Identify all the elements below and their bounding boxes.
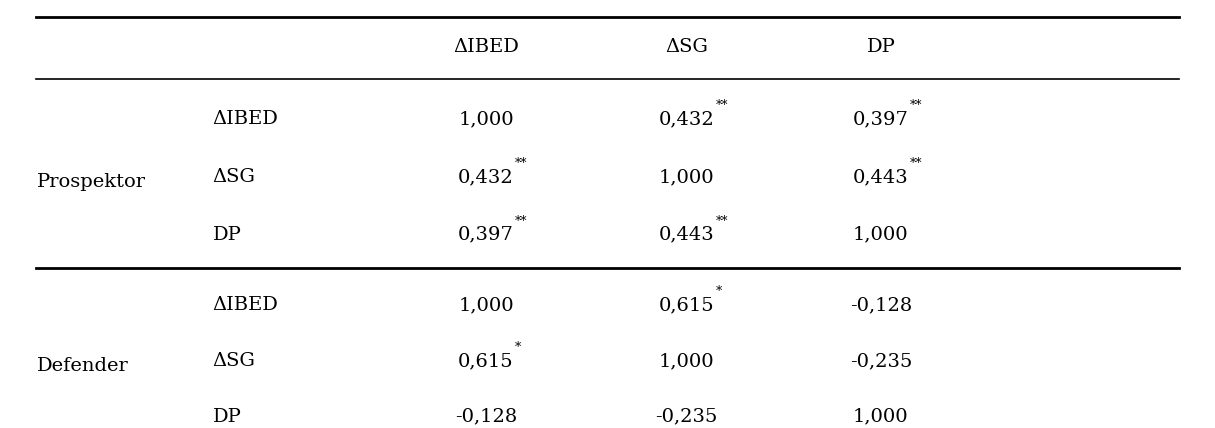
Text: ΔSG: ΔSG <box>213 352 255 370</box>
Text: 1,000: 1,000 <box>458 110 514 128</box>
Text: DP: DP <box>213 407 242 425</box>
Text: 0,615: 0,615 <box>458 352 514 370</box>
Text: -0,128: -0,128 <box>849 296 912 314</box>
Text: 1,000: 1,000 <box>659 168 714 186</box>
Text: 0,432: 0,432 <box>458 168 514 186</box>
Text: ΔIBED: ΔIBED <box>213 110 278 128</box>
Text: 0,397: 0,397 <box>458 226 514 244</box>
Text: -0,235: -0,235 <box>849 352 912 370</box>
Text: **: ** <box>716 99 728 112</box>
Text: 1,000: 1,000 <box>659 352 714 370</box>
Text: 1,000: 1,000 <box>853 407 909 425</box>
Text: *: * <box>716 285 722 298</box>
Text: ΔIBED: ΔIBED <box>213 296 278 314</box>
Text: 0,615: 0,615 <box>659 296 714 314</box>
Text: 0,397: 0,397 <box>853 110 909 128</box>
Text: Defender: Defender <box>36 357 129 375</box>
Text: **: ** <box>515 215 527 228</box>
Text: ΔIBED: ΔIBED <box>453 38 519 56</box>
Text: ΔSG: ΔSG <box>213 168 255 186</box>
Text: DP: DP <box>866 38 895 56</box>
Text: DP: DP <box>213 226 242 244</box>
Text: 0,432: 0,432 <box>659 110 714 128</box>
Text: 0,443: 0,443 <box>853 168 909 186</box>
Text: **: ** <box>910 157 922 170</box>
Text: -0,235: -0,235 <box>655 407 718 425</box>
Text: **: ** <box>716 215 728 228</box>
Text: 1,000: 1,000 <box>853 226 909 244</box>
Text: *: * <box>515 341 521 354</box>
Text: **: ** <box>910 99 922 112</box>
Text: 0,443: 0,443 <box>659 226 714 244</box>
Text: 1,000: 1,000 <box>458 296 514 314</box>
Text: ΔSG: ΔSG <box>665 38 708 56</box>
Text: -0,128: -0,128 <box>454 407 518 425</box>
Text: **: ** <box>515 157 527 170</box>
Text: Prospektor: Prospektor <box>36 173 146 191</box>
